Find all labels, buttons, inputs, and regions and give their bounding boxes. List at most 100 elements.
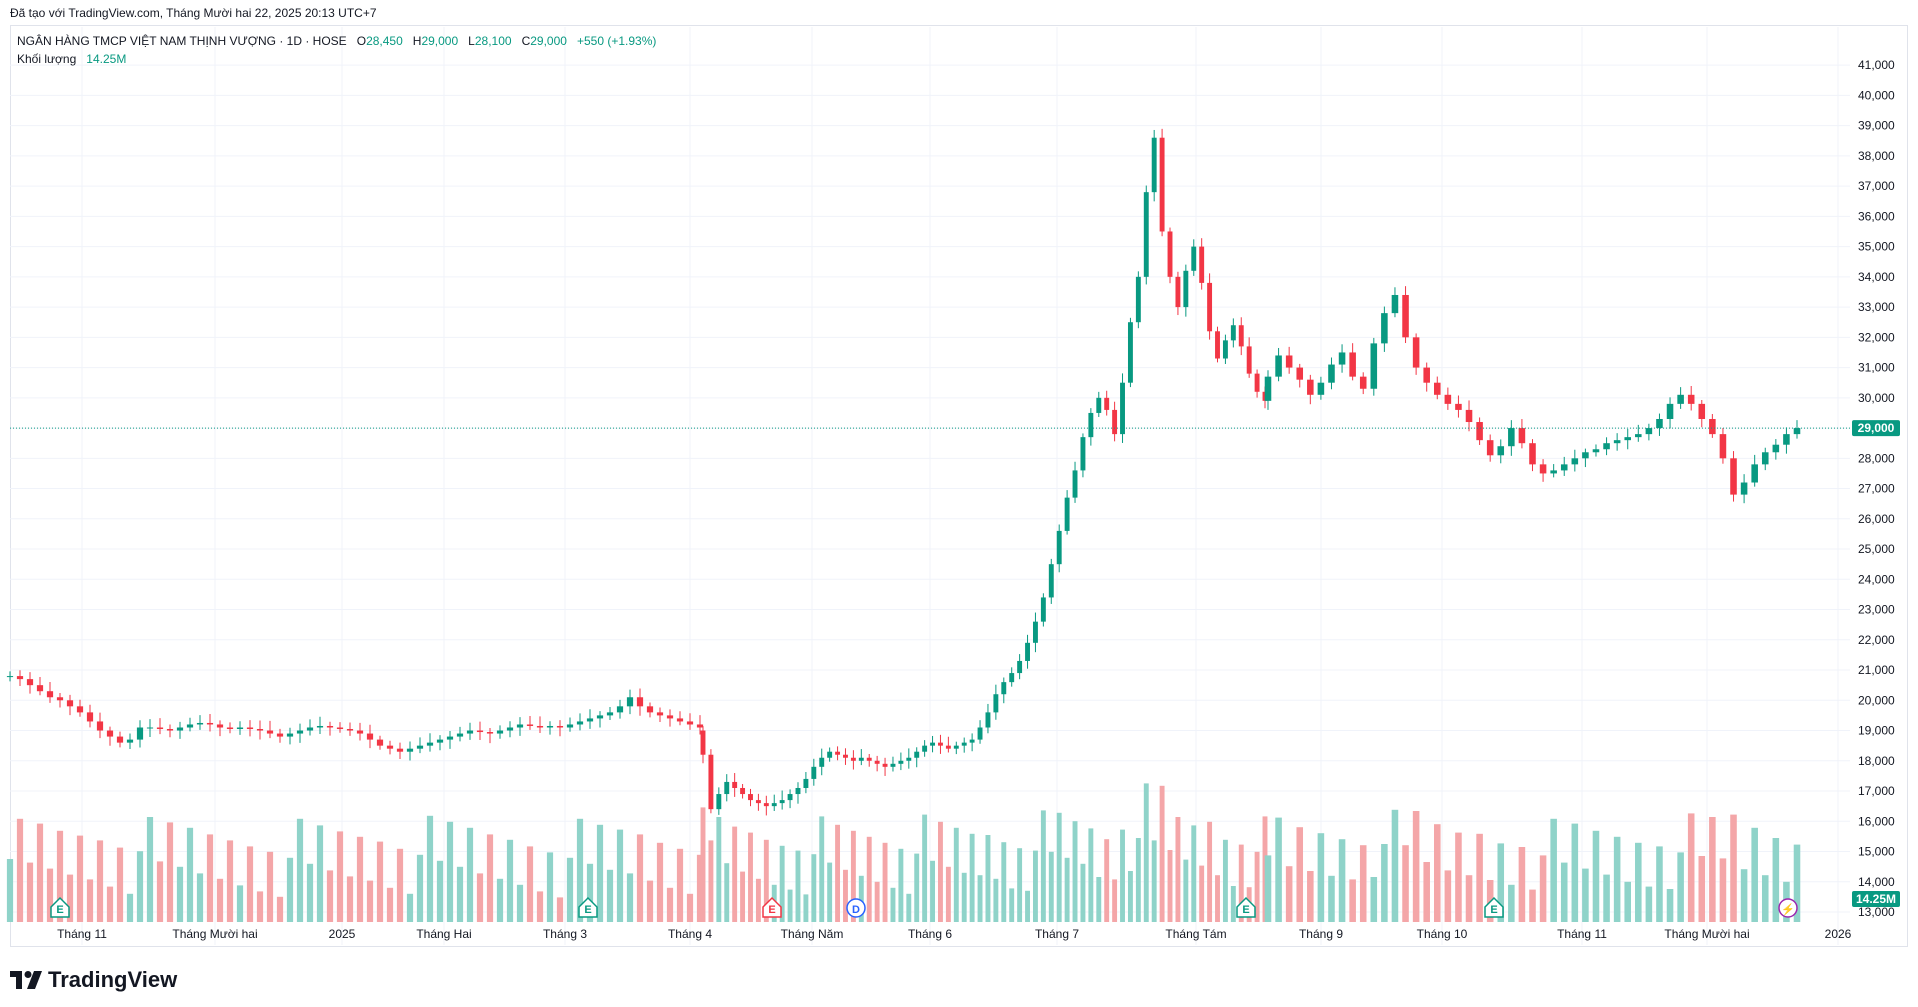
volume-bar bbox=[1666, 889, 1674, 922]
candlestick-chart[interactable]: 13,000 14,000 15,000 16,000 17,000 18,000 19,0… bbox=[0, 0, 1918, 960]
dividend-marker bbox=[846, 898, 866, 918]
volume-bar bbox=[1001, 842, 1007, 922]
candle-body bbox=[46, 691, 54, 698]
volume-bar bbox=[1338, 839, 1346, 922]
volume-bar bbox=[686, 893, 694, 922]
volume-bar bbox=[306, 863, 314, 922]
volume-bar bbox=[850, 830, 856, 922]
candle-body bbox=[1317, 382, 1325, 395]
y-tick-label: 15,000 bbox=[1858, 845, 1895, 859]
candle-body bbox=[1603, 443, 1610, 450]
volume-bar bbox=[466, 827, 474, 922]
volume-bar bbox=[436, 860, 444, 922]
candle-body bbox=[1719, 434, 1727, 459]
volume-bar bbox=[1751, 827, 1758, 922]
volume-bar bbox=[740, 871, 746, 922]
volume-bar bbox=[1381, 844, 1388, 922]
x-tick-label: Tháng 9 bbox=[1299, 927, 1343, 941]
candle-body bbox=[1613, 440, 1621, 444]
x-tick-label: Tháng Mười hai bbox=[172, 927, 257, 941]
candle-body bbox=[914, 751, 920, 758]
volume-bar bbox=[732, 826, 738, 922]
volume-bar bbox=[1056, 812, 1062, 922]
volume-bar bbox=[827, 862, 833, 922]
candle-body bbox=[1582, 452, 1589, 459]
candle-body bbox=[1096, 397, 1102, 413]
volume-bar bbox=[977, 875, 983, 922]
candle-body bbox=[236, 727, 244, 730]
volume-bar bbox=[296, 818, 304, 922]
candle-body bbox=[286, 733, 294, 737]
volume-bar bbox=[763, 839, 769, 922]
volume-bar bbox=[316, 825, 324, 922]
candle-body bbox=[1518, 428, 1526, 444]
candle-body bbox=[606, 712, 614, 716]
created-with-text: Đã tạo với TradingView.com, Tháng Mười h… bbox=[10, 6, 377, 20]
candle-body bbox=[858, 757, 864, 761]
candle-body bbox=[1476, 422, 1483, 441]
y-tick-label: 30,000 bbox=[1858, 391, 1895, 405]
y-tick-label: 23,000 bbox=[1858, 603, 1895, 617]
volume-bar bbox=[1730, 814, 1737, 922]
volume-bar bbox=[666, 887, 674, 922]
volume-bar bbox=[1529, 889, 1536, 922]
candle-body bbox=[1635, 434, 1642, 438]
candle-body bbox=[126, 739, 134, 743]
volume-bar bbox=[1159, 785, 1165, 922]
volume-bar bbox=[676, 848, 684, 922]
volume-bar bbox=[1539, 855, 1547, 922]
candle-body bbox=[1246, 346, 1252, 374]
candle-body bbox=[1571, 458, 1579, 465]
volume-bar bbox=[46, 868, 54, 922]
y-tick-label: 14,000 bbox=[1858, 875, 1895, 889]
volume-bar bbox=[898, 848, 904, 922]
candle-body bbox=[16, 676, 24, 680]
volume-bar bbox=[1009, 888, 1015, 922]
candle-body bbox=[196, 722, 204, 725]
y-tick-label: 31,000 bbox=[1858, 361, 1895, 375]
candle-body bbox=[1677, 394, 1684, 404]
volume-bar bbox=[1025, 890, 1030, 922]
candle-body bbox=[993, 694, 999, 713]
x-tick-label: Tháng 4 bbox=[668, 927, 712, 941]
candle-body bbox=[686, 721, 694, 725]
earnings-marker-label: E bbox=[768, 904, 775, 916]
candle-body bbox=[666, 715, 674, 719]
volume-bar bbox=[1112, 879, 1118, 922]
volume-bar bbox=[1064, 857, 1070, 922]
x-tick-label: Tháng 7 bbox=[1035, 927, 1079, 941]
volume-bar bbox=[1455, 832, 1462, 922]
volume-bar bbox=[1412, 811, 1420, 922]
legend-l-label: L bbox=[468, 34, 475, 48]
volume-bar bbox=[1167, 850, 1173, 922]
volume-bar bbox=[1349, 879, 1356, 922]
volume-bar bbox=[700, 807, 706, 922]
y-tick-label: 18,000 bbox=[1858, 754, 1895, 768]
x-tick-label: 2026 bbox=[1825, 927, 1852, 941]
candle-body bbox=[1698, 403, 1706, 419]
candle-body bbox=[26, 679, 34, 686]
volume-bar bbox=[1391, 809, 1399, 922]
volume-bar bbox=[1465, 875, 1473, 922]
volume-bar bbox=[236, 885, 244, 922]
candle-body bbox=[576, 721, 584, 725]
volume-bar bbox=[406, 893, 414, 922]
candle-body bbox=[226, 727, 234, 730]
candle-body bbox=[819, 757, 825, 767]
candle-body bbox=[1307, 379, 1314, 395]
volume-bar bbox=[922, 814, 928, 922]
chart-frame[interactable] bbox=[10, 25, 1908, 947]
candle-body bbox=[850, 757, 856, 761]
candle-body bbox=[556, 725, 564, 728]
volume-bar bbox=[874, 881, 880, 922]
volume-bar bbox=[426, 815, 434, 922]
volume-bar bbox=[156, 861, 164, 922]
volume-bar bbox=[795, 850, 801, 922]
candle-body bbox=[1412, 337, 1420, 368]
tradingview-logo[interactable]: TradingView bbox=[10, 967, 177, 993]
volume-bar bbox=[616, 829, 624, 922]
candle-body bbox=[1112, 409, 1118, 435]
candle-body bbox=[1359, 376, 1367, 389]
volume-bar bbox=[656, 842, 664, 922]
earnings-marker-label: E bbox=[1242, 904, 1249, 916]
